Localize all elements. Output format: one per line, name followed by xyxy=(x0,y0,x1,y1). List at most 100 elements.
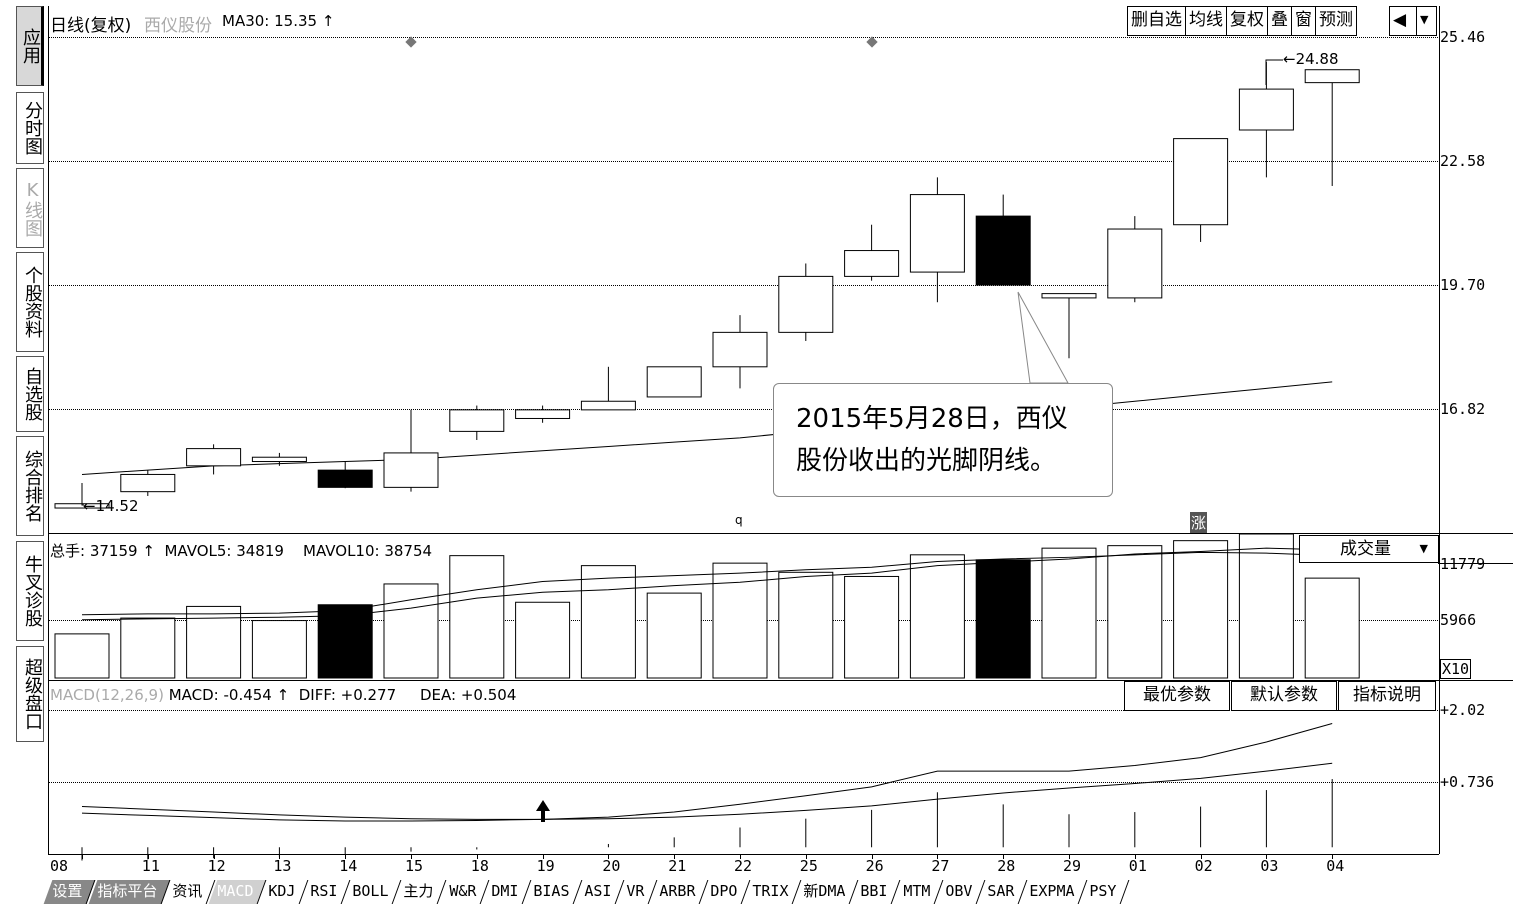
indicator-tab-label: BOLL xyxy=(352,882,389,900)
candle-bullish xyxy=(383,452,439,488)
indicator-tab[interactable]: BBI xyxy=(852,880,901,904)
mavol10-line xyxy=(81,547,1333,621)
sidebar-item-2[interactable]: K线图 xyxy=(16,168,44,248)
x-axis-tick xyxy=(1266,854,1268,859)
indicator-tab-label: TRIX xyxy=(752,882,789,900)
indicator-tab[interactable]: 新DMA xyxy=(794,880,859,904)
first-page-icon[interactable]: ◀ xyxy=(1390,7,1417,35)
indicator-tab[interactable]: 设置 xyxy=(43,880,96,904)
indicator-tab-label: W&R xyxy=(448,882,476,900)
indicator-tab[interactable]: OBV xyxy=(936,880,986,904)
candle-bullish xyxy=(844,250,900,277)
time-axis-line xyxy=(48,854,1439,855)
x-axis-label: 15 xyxy=(405,857,424,875)
x-axis-tick xyxy=(82,854,83,859)
x-axis-label: 22 xyxy=(734,857,753,875)
x-axis-tick xyxy=(279,854,281,859)
stock-name: 西仪股份 xyxy=(144,16,212,36)
indicator-tab[interactable]: TRIX xyxy=(743,880,802,904)
volume-bar xyxy=(1238,533,1294,679)
mavol5: MAVOL5: 34819 xyxy=(164,542,284,560)
high-price-label: ←24.88 xyxy=(1283,50,1339,68)
indicator-tab-label: MACD xyxy=(217,882,254,900)
chevron-down-icon[interactable]: ▼ xyxy=(1420,13,1429,26)
indicator-tab[interactable]: RSI xyxy=(301,880,351,904)
x-axis-label: 01 xyxy=(1128,857,1147,875)
indicator-tab[interactable]: ASI xyxy=(575,880,625,904)
x-axis-label: 28 xyxy=(997,857,1016,875)
indicator-tab[interactable]: 指标平台 xyxy=(88,880,171,904)
indicator-tab[interactable]: BIAS xyxy=(524,880,583,904)
gridline xyxy=(48,782,1438,783)
zhang-mark: 涨 xyxy=(1190,512,1208,533)
indicator-tab[interactable]: PSY xyxy=(1080,880,1130,904)
indicator-tab-label: KDJ xyxy=(268,882,296,900)
toolbar-button-2[interactable]: 复权 xyxy=(1227,7,1268,35)
sidebar-item-3[interactable]: 个股资料 xyxy=(16,252,44,352)
indicator-tab[interactable]: EXPMA xyxy=(1020,880,1088,904)
x-axis-tick xyxy=(740,854,741,859)
indicator-tab-label: DMI xyxy=(490,882,519,900)
chart-frame xyxy=(48,6,1440,854)
indicator-help-button[interactable]: 指标说明 xyxy=(1338,681,1436,711)
dea-value: DEA: +0.504 xyxy=(420,686,517,704)
indicator-tab[interactable]: BOLL xyxy=(343,880,402,904)
gridline xyxy=(48,37,1438,38)
x-axis-tick xyxy=(1003,854,1005,859)
best-params-button[interactable]: 最优参数 xyxy=(1124,681,1230,711)
indicator-tab-label: PSY xyxy=(1089,882,1117,900)
indicator-tab[interactable]: MTM xyxy=(894,880,943,904)
volume-bar xyxy=(54,633,110,679)
low-price-label: ←14.52 xyxy=(83,497,139,515)
volume-bar xyxy=(975,559,1031,679)
indicator-tab[interactable]: 资讯 xyxy=(163,880,216,904)
candle-bullish xyxy=(778,275,834,333)
sidebar-item-1[interactable]: 分时图 xyxy=(16,92,44,164)
sidebar-item-0[interactable]: 应用 xyxy=(16,6,44,86)
sidebar-item-6[interactable]: 牛叉诊股 xyxy=(16,541,44,641)
sidebar-item-7[interactable]: 超级盘口 xyxy=(16,646,44,742)
indicator-tab[interactable]: W&R xyxy=(440,880,489,904)
indicator-tabs: 设置 指标平台 资讯 MACD KDJ RSI BOLL 主力 W&R DMI BIAS ASI VR A… xyxy=(43,880,1130,904)
x-axis-tick xyxy=(345,854,347,859)
indicator-tab[interactable]: DPO xyxy=(701,880,751,904)
indicator-tab-label: SAR xyxy=(987,882,1015,900)
sidebar-item-5[interactable]: 综合排名 xyxy=(16,436,44,536)
indicator-tab[interactable]: DMI xyxy=(482,880,532,904)
indicator-tab[interactable]: KDJ xyxy=(259,880,309,904)
candle-bullish xyxy=(712,331,768,368)
price-axis-label: 16.82 xyxy=(1440,400,1486,418)
volume-axis-label: 5966 xyxy=(1440,611,1477,629)
macd-name: MACD(12,26,9) xyxy=(50,686,164,704)
x-axis-tick xyxy=(805,854,807,859)
candle-bullish xyxy=(1041,293,1097,299)
volume-indicator-select[interactable]: 成交量 ▼ xyxy=(1299,535,1439,563)
toolbar-button-1[interactable]: 均线 xyxy=(1186,7,1227,35)
toolbar-button-5[interactable]: 预测 xyxy=(1319,10,1353,30)
toolbar-button-3[interactable]: 叠 xyxy=(1268,7,1292,35)
toolbar-button-0[interactable]: 删自选 xyxy=(1128,7,1186,35)
x-axis-label: 21 xyxy=(668,857,687,875)
volume-bar xyxy=(1173,540,1229,679)
default-params-button[interactable]: 默认参数 xyxy=(1231,681,1337,711)
indicator-tab-label: VR xyxy=(626,882,645,900)
indicator-tab[interactable]: ARBR xyxy=(650,880,709,904)
candle-bullish xyxy=(515,409,571,419)
indicator-tab-label: EXPMA xyxy=(1029,882,1075,900)
x-axis-label: 03 xyxy=(1260,857,1279,875)
sidebar-item-4[interactable]: 自选股 xyxy=(16,356,44,432)
x-axis-tick xyxy=(1332,854,1334,859)
indicator-tab[interactable]: SAR xyxy=(978,880,1028,904)
x-axis-tick xyxy=(937,854,939,859)
candle-bearish xyxy=(975,215,1031,286)
x-axis-label: 14 xyxy=(339,857,358,875)
volume-bar xyxy=(186,605,242,679)
volume-bar xyxy=(1304,577,1360,679)
macd-axis-label: +0.736 xyxy=(1440,773,1495,791)
toolbar-button-4[interactable]: 窗 xyxy=(1292,7,1316,35)
x-axis-label: 12 xyxy=(207,857,226,875)
indicator-tab[interactable]: 主力 xyxy=(395,880,447,904)
x-axis-tick xyxy=(542,854,544,859)
indicator-tab[interactable]: MACD xyxy=(208,880,267,904)
x-axis-label: 02 xyxy=(1194,857,1213,875)
